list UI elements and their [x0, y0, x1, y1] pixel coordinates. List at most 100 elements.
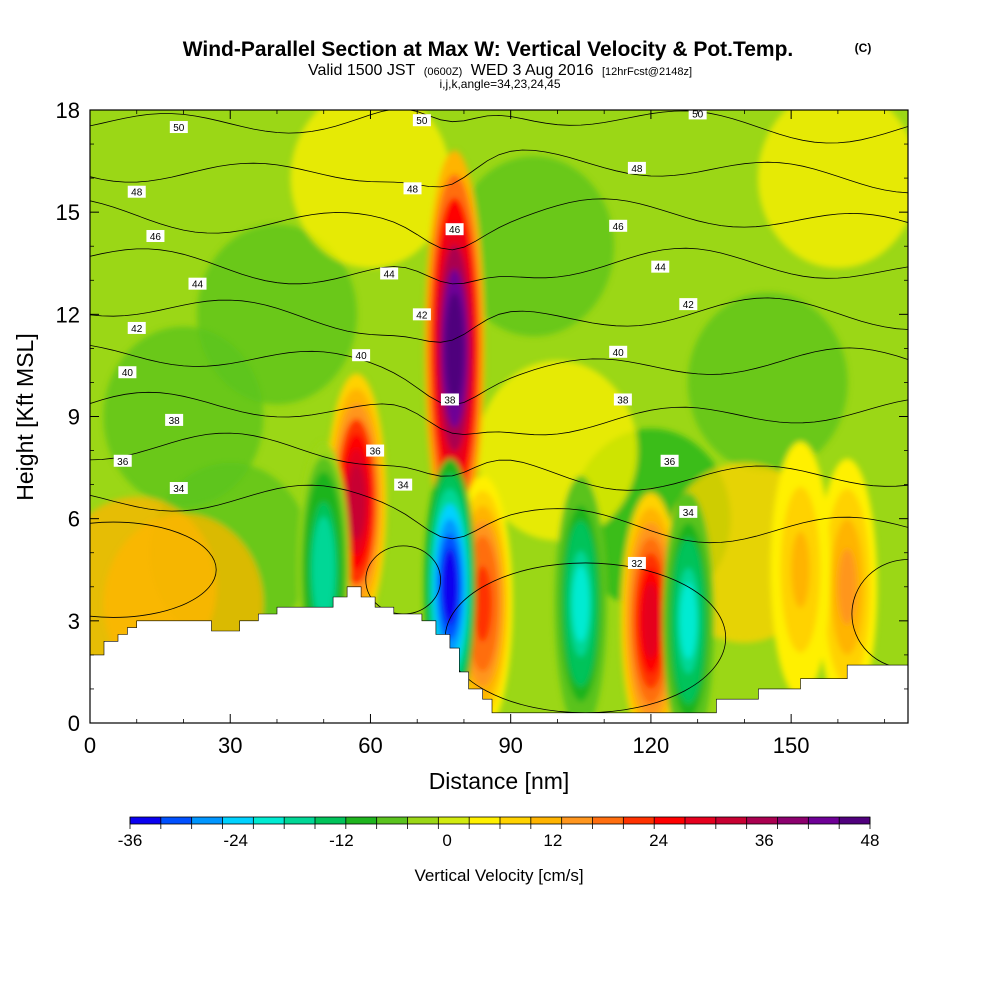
updraft-core [445, 292, 464, 404]
colorbar-swatch [808, 817, 840, 824]
colorbar-swatch [685, 817, 717, 824]
updraft-core [347, 463, 366, 540]
colorbar-swatch [376, 817, 408, 824]
contour-label: 34 [398, 481, 410, 492]
contour-label: 46 [613, 222, 625, 233]
contour-label-bg [394, 478, 413, 491]
y-tick-label: 9 [68, 405, 80, 430]
contour-label: 34 [173, 484, 185, 495]
colorbar-swatch [777, 817, 809, 824]
forecast-info: [12hrFcst@2148z] [602, 66, 692, 78]
contour-label: 42 [416, 310, 428, 321]
contour-label-bg [609, 219, 628, 232]
contour-label: 50 [416, 116, 428, 127]
isentrope-44 [90, 247, 908, 285]
colorbar-tick-label: -12 [329, 831, 354, 850]
x-tick-label: 90 [498, 733, 522, 758]
colorbar-swatch [160, 817, 192, 824]
contour-label: 40 [122, 368, 134, 379]
terrain [90, 586, 908, 723]
contour-label-bg [352, 349, 371, 362]
contour-label-bg [440, 393, 459, 406]
colorbar-swatch [284, 817, 316, 824]
contour-label-bg [169, 482, 188, 495]
contour-label: 40 [613, 348, 625, 359]
colorbar-swatch [130, 817, 162, 824]
downdraft-core [441, 548, 459, 625]
chart-title: Wind-Parallel Section at Max W: Vertical… [183, 38, 794, 61]
contour-label-bg [380, 267, 399, 280]
colorbar-swatch [561, 817, 593, 824]
chart-title-unit: (C) [855, 41, 872, 55]
valid-time: Valid 1500 JST [308, 62, 416, 79]
isentrope-32 [90, 521, 217, 618]
valid-time-line: Valid 1500 JST (0600Z) WED 3 Aug 2016 [1… [308, 62, 692, 79]
contour-label: 50 [173, 123, 185, 134]
colorbar-swatch [592, 817, 624, 824]
isentrope-36 [90, 432, 908, 491]
colorbar: -36 -24 -12 0 12 24 36 48 [118, 816, 880, 850]
contour-label-bg [169, 121, 188, 134]
broad-velocity-region [687, 292, 848, 473]
contour-label-bg [146, 230, 165, 243]
section-params: i,j,k,angle=34,23,24,45 [439, 77, 560, 91]
colorbar-swatch [715, 817, 747, 824]
contour-label: 46 [150, 232, 162, 243]
y-tick-label: 12 [56, 302, 80, 327]
contour-label: 38 [169, 416, 181, 427]
contour-label-bg [688, 110, 707, 120]
contour-label-bg [113, 454, 132, 467]
contour-label-bg [127, 185, 146, 198]
colorbar-swatch [839, 817, 871, 824]
contour-label: 44 [384, 269, 396, 280]
broad-velocity-region [757, 110, 908, 269]
contour-label-bg [403, 182, 422, 195]
contour-label-bg [651, 260, 670, 273]
plot-area: 50 50 50 48 48 48 46 46 46 44 44 44 42 42 42 40 40 40 38 38… [90, 110, 908, 723]
colorbar-swatch [438, 817, 470, 824]
x-tick-label: 150 [773, 733, 810, 758]
contour-label: 42 [683, 300, 695, 311]
isentrope-50 [90, 110, 908, 144]
contour-label-bg [679, 505, 698, 518]
colorbar-tick-label: 12 [543, 831, 562, 850]
contour-label: 46 [449, 225, 461, 236]
valid-date: WED 3 Aug 2016 [471, 62, 594, 79]
updraft-core [473, 565, 492, 642]
contour-label-bg [127, 321, 146, 334]
x-tick-label: 30 [218, 733, 242, 758]
x-tick-label: 120 [633, 733, 670, 758]
contour-label: 44 [192, 280, 204, 291]
colorbar-swatch [222, 817, 254, 824]
contour-label: 36 [664, 457, 676, 468]
isentrope-42 [90, 297, 908, 343]
broad-velocity-region [103, 326, 264, 507]
colorbar-swatch [500, 817, 532, 824]
contour-label-bg [627, 556, 646, 569]
contour-label: 32 [631, 559, 643, 570]
colorbar-tick-label: 0 [442, 831, 451, 850]
x-tick-label: 60 [358, 733, 382, 758]
valid-time-z: (0600Z) [424, 66, 463, 78]
broad-velocity-region [454, 156, 615, 337]
downdraft-core [679, 582, 697, 659]
contour-label: 36 [370, 447, 382, 458]
colorbar-tick-label: 36 [755, 831, 774, 850]
isentrope-40 [90, 345, 908, 406]
colorbar-swatch [191, 817, 223, 824]
colorbar-tick-label: 48 [861, 831, 880, 850]
contour-label: 40 [356, 351, 368, 362]
contour-label: 48 [131, 188, 143, 199]
contour-label-bg [627, 161, 646, 174]
contour-label: 34 [683, 508, 695, 519]
y-tick-label: 0 [68, 711, 80, 736]
y-tick-label: 15 [56, 200, 80, 225]
contour-label-bg [118, 366, 137, 379]
isentrope-38 [90, 391, 908, 436]
contour-label-bg [165, 413, 184, 426]
contour-label-bg [613, 393, 632, 406]
contour-label: 48 [631, 164, 643, 175]
colorbar-swatch [469, 817, 501, 824]
updraft-core [838, 548, 857, 625]
